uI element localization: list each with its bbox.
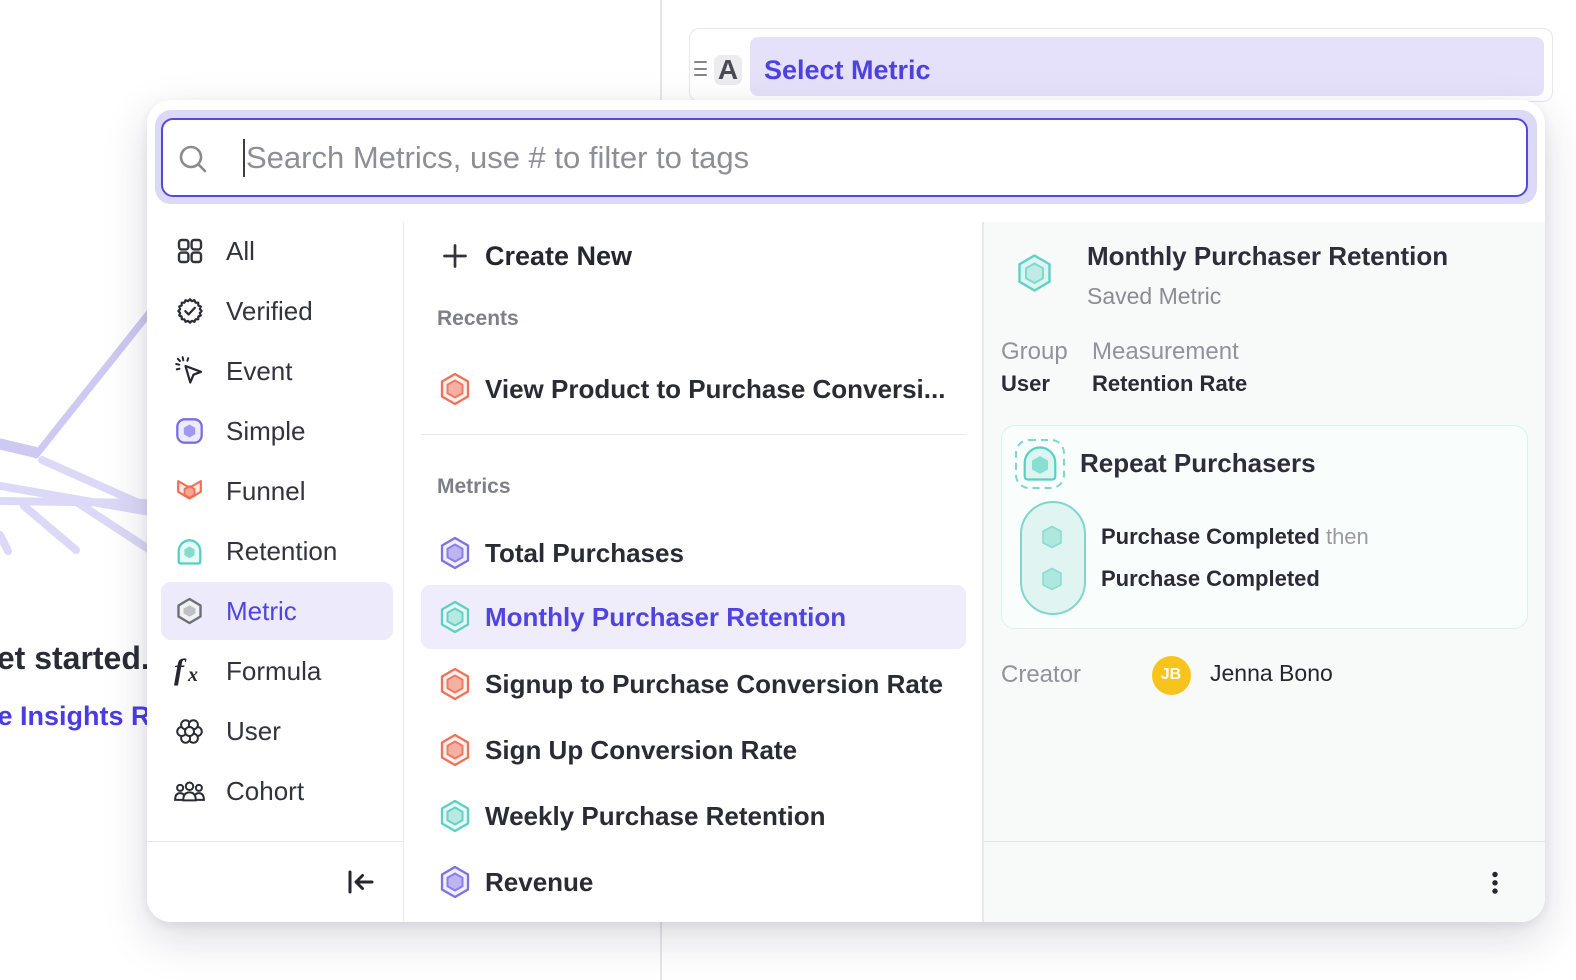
svg-text:x: x [187, 664, 198, 686]
svg-text:f: f [174, 653, 187, 686]
